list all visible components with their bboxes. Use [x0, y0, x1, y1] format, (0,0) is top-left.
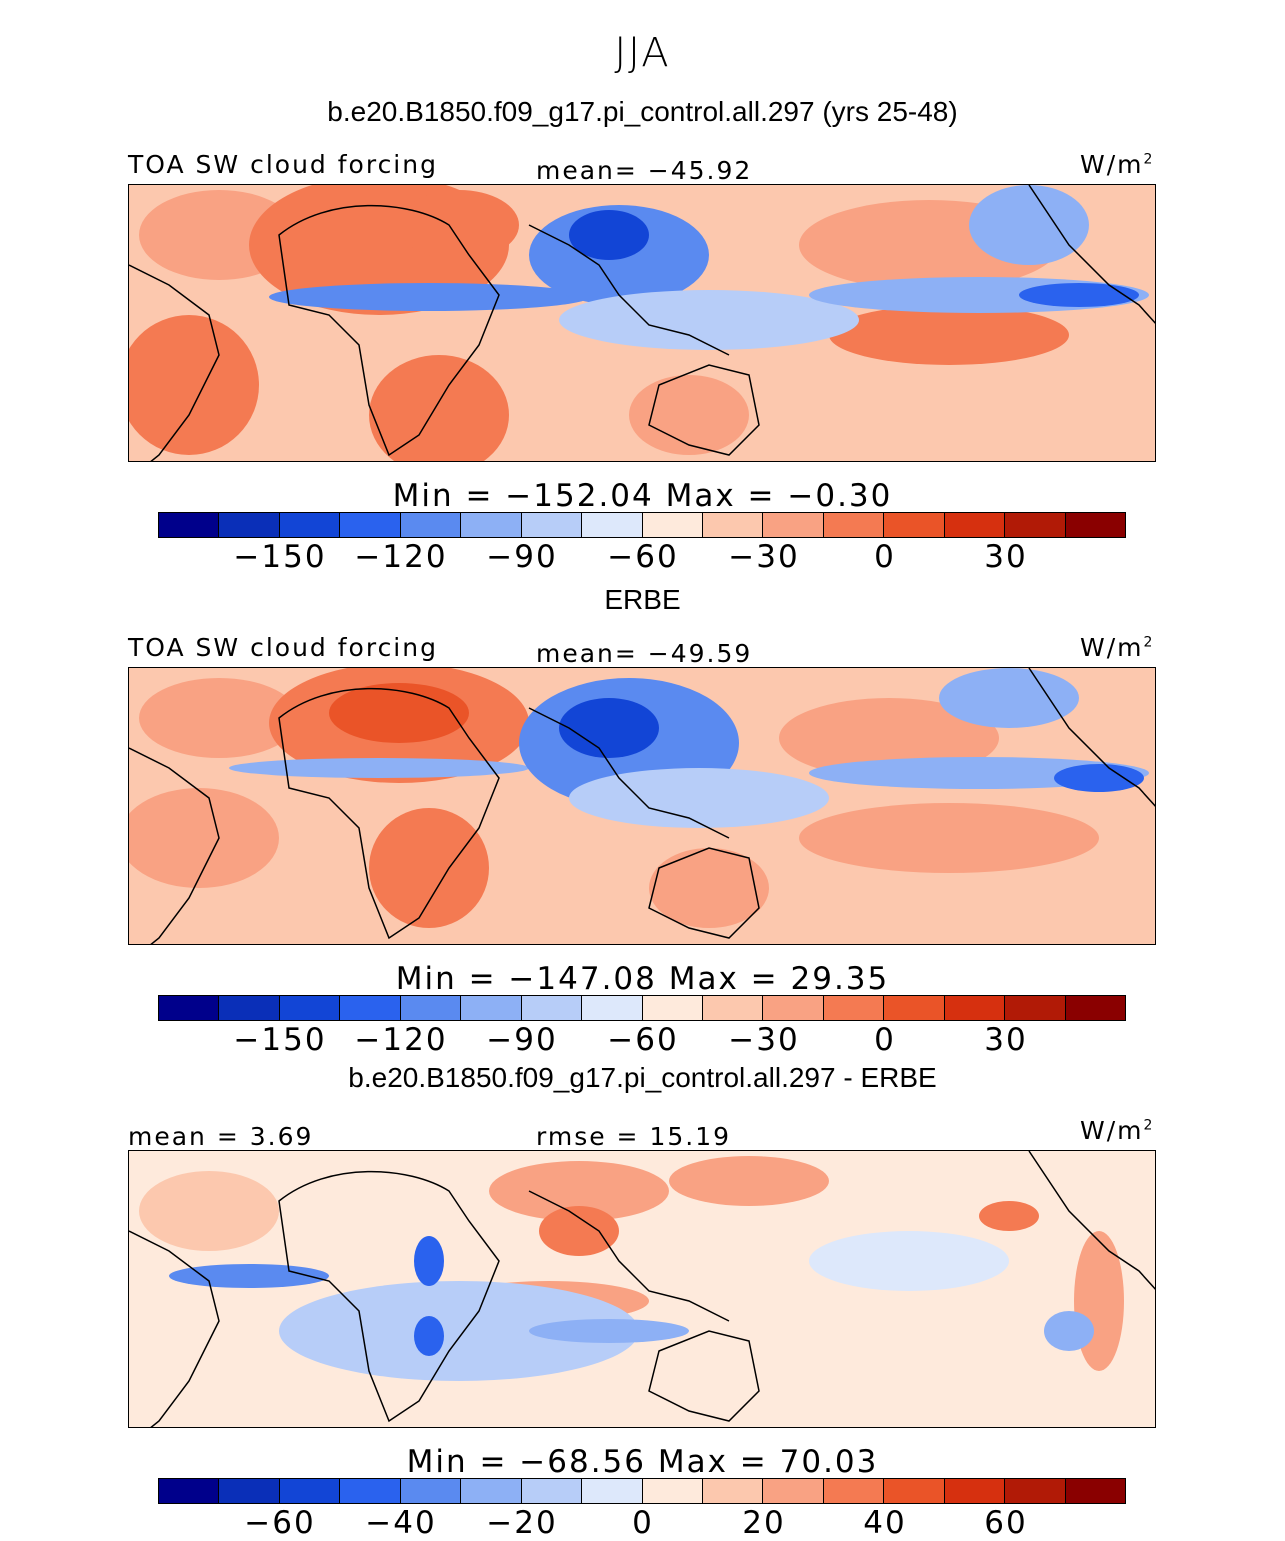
panel1-tick: −120 [354, 539, 448, 575]
panel1-tick: 0 [874, 539, 896, 575]
colorbar-swatch [944, 1479, 1006, 1503]
colorbar-swatch [1005, 1479, 1066, 1503]
colorbar-swatch [219, 996, 280, 1020]
panel1-minmax: Min = −152.04 Max = −0.30 [392, 478, 893, 514]
panel2-units: W/m2 [1080, 633, 1155, 662]
colorbar-swatch [340, 996, 401, 1020]
panel3-rmse-label: rmse = 15.19 [536, 1122, 732, 1151]
panel1-tick: −90 [486, 539, 558, 575]
colorbar-swatch [884, 996, 945, 1020]
season-title: JJA [614, 30, 671, 76]
colorbar-swatch [400, 513, 462, 537]
panel2-coastlines [129, 668, 1155, 944]
panel3-coastlines [129, 1151, 1155, 1427]
colorbar-swatch [1005, 996, 1066, 1020]
panel1-colorbar [158, 512, 1126, 538]
panel3-tick: 40 [863, 1505, 907, 1541]
panel3-map [128, 1150, 1156, 1428]
colorbar-swatch [582, 513, 643, 537]
colorbar-swatch [642, 1479, 703, 1503]
panel3-colorbar [158, 1478, 1126, 1504]
colorbar-swatch [884, 1479, 945, 1503]
panel2-field-label: TOA SW cloud forcing [128, 633, 438, 662]
panel1-heading: b.e20.B1850.f09_g17.pi_control.all.297 (… [327, 96, 958, 127]
colorbar-swatch [763, 1479, 824, 1503]
colorbar-swatch [1065, 513, 1125, 537]
panel3-tick: 0 [632, 1505, 654, 1541]
panel3-tick: 60 [984, 1505, 1028, 1541]
panel2-tick: −150 [233, 1022, 327, 1058]
panel2-tick: −120 [354, 1022, 448, 1058]
colorbar-swatch [1065, 1479, 1125, 1503]
colorbar-swatch [582, 996, 643, 1020]
panel2-tick: −60 [607, 1022, 679, 1058]
colorbar-swatch [521, 1479, 583, 1503]
colorbar-swatch [763, 996, 824, 1020]
panel1-tick: −150 [233, 539, 327, 575]
panel1-field-label: TOA SW cloud forcing [128, 150, 438, 179]
panel1-units: W/m2 [1080, 150, 1155, 179]
panel1-tick: −30 [728, 539, 800, 575]
colorbar-swatch [823, 996, 885, 1020]
panel1-map [128, 184, 1156, 462]
panel3-heading: b.e20.B1850.f09_g17.pi_control.all.297 -… [348, 1062, 937, 1093]
panel3-tick: −40 [365, 1505, 437, 1541]
colorbar-swatch [279, 513, 341, 537]
colorbar-swatch [461, 513, 522, 537]
colorbar-swatch [702, 513, 764, 537]
panel3-contours [139, 1156, 1124, 1381]
colorbar-swatch [159, 1479, 220, 1503]
colorbar-swatch [702, 1479, 764, 1503]
panel2-tick: 30 [984, 1022, 1028, 1058]
colorbar-swatch [159, 513, 220, 537]
panel1-tick: 30 [984, 539, 1028, 575]
panel2-tick: 0 [874, 1022, 896, 1058]
panel3-tick: −60 [244, 1505, 316, 1541]
colorbar-swatch [763, 513, 824, 537]
colorbar-swatch [340, 1479, 401, 1503]
colorbar-swatch [461, 1479, 522, 1503]
colorbar-swatch [1005, 513, 1066, 537]
colorbar-swatch [642, 996, 703, 1020]
panel2-contours [129, 668, 1149, 928]
colorbar-swatch [219, 513, 280, 537]
panel2-tick: −90 [486, 1022, 558, 1058]
colorbar-swatch [521, 513, 583, 537]
colorbar-swatch [219, 1479, 280, 1503]
panel2-tick: −30 [728, 1022, 800, 1058]
panel2-heading: ERBE [604, 584, 681, 615]
panel3-mean-label: mean = 3.69 [128, 1122, 314, 1151]
colorbar-swatch [884, 513, 945, 537]
colorbar-swatch [702, 996, 764, 1020]
panel1-contours [129, 185, 1149, 461]
colorbar-swatch [340, 513, 401, 537]
colorbar-swatch [944, 513, 1006, 537]
colorbar-swatch [823, 513, 885, 537]
colorbar-swatch [521, 996, 583, 1020]
colorbar-swatch [461, 996, 522, 1020]
panel2-mean-label: mean= −49.59 [536, 639, 753, 668]
panel3-minmax: Min = −68.56 Max = 70.03 [406, 1444, 879, 1480]
panel3-tick: 20 [742, 1505, 786, 1541]
colorbar-swatch [823, 1479, 885, 1503]
colorbar-swatch [400, 996, 462, 1020]
colorbar-swatch [279, 996, 341, 1020]
panel1-mean-label: mean= −45.92 [536, 156, 753, 185]
colorbar-swatch [159, 996, 220, 1020]
colorbar-swatch [642, 513, 703, 537]
colorbar-swatch [400, 1479, 462, 1503]
panel2-minmax: Min = −147.08 Max = 29.35 [395, 961, 890, 997]
colorbar-swatch [1065, 996, 1125, 1020]
panel2-colorbar [158, 995, 1126, 1021]
panel1-coastlines [129, 185, 1155, 461]
panel2-map [128, 667, 1156, 945]
colorbar-swatch [279, 1479, 341, 1503]
colorbar-swatch [944, 996, 1006, 1020]
panel3-units: W/m2 [1080, 1116, 1155, 1145]
colorbar-swatch [582, 1479, 643, 1503]
panel1-tick: −60 [607, 539, 679, 575]
panel3-tick: −20 [486, 1505, 558, 1541]
